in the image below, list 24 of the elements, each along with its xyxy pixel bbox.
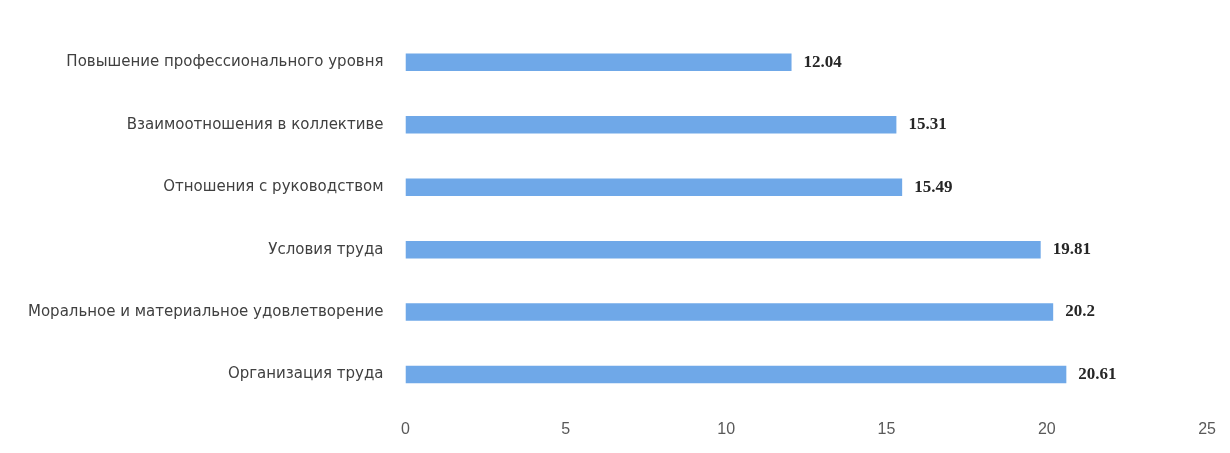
data-label: 15.49 [914, 176, 953, 196]
data-label: 19.81 [1052, 239, 1091, 259]
x-tick-label: 20 [1037, 419, 1056, 437]
y-tick-label: Взаимоотношения в коллективе [126, 114, 384, 133]
data-label: 12.04 [803, 51, 843, 71]
y-tick-label: Условия труда [268, 239, 384, 258]
y-tick-label: Моральное и материальное удовлетворение [27, 301, 384, 320]
data-label: 20.2 [1065, 301, 1095, 321]
x-tick-label: 5 [561, 419, 571, 437]
x-tick-label: 25 [1198, 419, 1217, 437]
bar [405, 303, 1054, 321]
bar [405, 115, 897, 134]
x-tick-label: 15 [877, 419, 896, 437]
x-tick-label: 10 [717, 419, 736, 437]
bar [405, 53, 792, 71]
data-label: 20.61 [1078, 363, 1117, 383]
y-tick-label: Отношения с руководством [163, 177, 384, 196]
bar [405, 365, 1067, 384]
y-tick-label: Организация труда [227, 364, 384, 383]
x-tick-label: 0 [401, 419, 411, 437]
bar [405, 240, 1041, 259]
bar [405, 178, 903, 196]
data-label: 15.31 [908, 114, 947, 134]
y-tick-label: Повышение профессионального уровня [66, 52, 384, 71]
